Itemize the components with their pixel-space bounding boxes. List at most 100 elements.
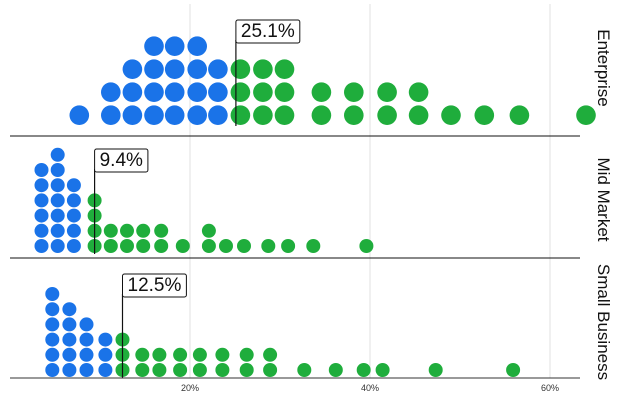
data-dot [79, 317, 94, 332]
data-dot [311, 82, 332, 102]
facet-enterprise: 25.1% Enterprise [69, 19, 613, 126]
data-dot [164, 82, 185, 102]
data-dot [45, 363, 60, 377]
data-dot [509, 105, 530, 125]
data-dot [164, 36, 185, 56]
data-dot [306, 239, 321, 253]
data-dot [375, 363, 390, 377]
data-dot [281, 239, 296, 253]
data-dot [428, 363, 443, 377]
data-dot [34, 178, 49, 193]
data-dot [297, 363, 312, 377]
data-dot [377, 82, 397, 102]
data-dot [253, 105, 273, 125]
data-dot [45, 317, 60, 332]
data-dot [359, 239, 374, 253]
data-dot [50, 208, 65, 223]
data-dot [135, 347, 150, 362]
data-dot [506, 363, 521, 377]
data-dot [208, 82, 228, 102]
median-label: 25.1% [241, 21, 295, 42]
data-dot [66, 239, 81, 253]
data-dot [201, 239, 216, 253]
data-dot [66, 223, 81, 238]
data-dot [144, 59, 164, 79]
data-dot [274, 82, 295, 102]
facet-small-business: 12.5% Small Business [45, 264, 613, 380]
data-dot [263, 363, 278, 377]
data-dot [201, 223, 216, 238]
data-dot [328, 363, 343, 377]
data-dot [173, 363, 188, 377]
data-dot [192, 347, 207, 362]
data-dot [274, 59, 295, 79]
data-dot [253, 82, 273, 102]
data-dot [101, 105, 121, 125]
data-dot [120, 239, 134, 253]
median-callout-box [235, 19, 301, 44]
x-tick-label: 40% [361, 383, 379, 393]
data-dot [164, 105, 185, 125]
data-dot [187, 105, 207, 125]
data-dot [45, 347, 60, 362]
data-dot [377, 105, 397, 125]
data-dot [103, 223, 118, 238]
data-dot [261, 239, 276, 253]
data-dot [45, 332, 60, 347]
data-dot [45, 302, 60, 317]
data-dot [66, 193, 81, 208]
data-dot [98, 332, 113, 347]
data-dot [253, 59, 273, 79]
data-dot [175, 239, 190, 253]
data-dot [136, 223, 151, 238]
data-dot [474, 105, 495, 125]
x-axis: 20% 40% 60% [10, 377, 580, 393]
data-dot [62, 317, 77, 332]
data-dot [187, 36, 207, 56]
median-label: 9.4% [100, 150, 143, 171]
data-dot [239, 347, 254, 362]
median-callout-box [94, 148, 149, 173]
data-dot [152, 363, 167, 377]
data-dot [144, 82, 164, 102]
data-dot [208, 105, 228, 125]
data-dot [356, 363, 371, 377]
data-dot [237, 239, 251, 253]
data-dot [103, 239, 118, 253]
data-dot [187, 82, 207, 102]
data-dot [62, 332, 77, 347]
data-dot [50, 223, 65, 238]
facet-mid-market: 9.4% Mid Market [34, 147, 613, 254]
data-dot [408, 105, 429, 125]
data-dot [576, 105, 596, 125]
data-dot [50, 163, 65, 177]
facet-label: Mid Market [594, 157, 613, 241]
data-dot [192, 363, 207, 377]
data-dot [136, 239, 151, 253]
data-dot [79, 347, 94, 362]
data-dot [215, 347, 230, 362]
data-dot [408, 82, 429, 102]
data-dot [101, 82, 121, 102]
data-dot [344, 105, 364, 125]
data-dot [66, 208, 81, 223]
data-dot [311, 105, 332, 125]
data-dot [62, 302, 77, 317]
data-dot [441, 105, 461, 125]
data-dot [69, 105, 90, 125]
data-dot [135, 363, 150, 377]
x-tick-label: 20% [181, 383, 199, 393]
data-dot [62, 347, 77, 362]
data-dot [215, 363, 230, 377]
facet-label: Enterprise [594, 29, 613, 106]
grid-layer [10, 4, 580, 378]
data-dot [98, 363, 113, 377]
data-dot [274, 105, 295, 125]
data-dot [144, 36, 164, 56]
data-dot [144, 105, 164, 125]
data-dot [154, 223, 169, 238]
data-dot [66, 178, 81, 193]
data-dot [187, 59, 207, 79]
data-dot [122, 59, 143, 79]
